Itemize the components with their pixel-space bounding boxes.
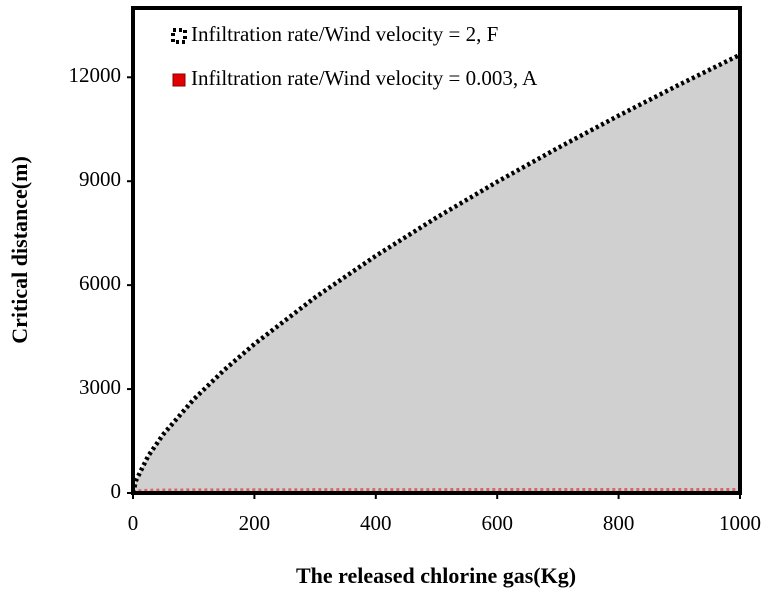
y-tick-label: 0 <box>111 479 122 503</box>
area-fill <box>133 54 740 494</box>
legend-label: Infiltration rate/Wind velocity = 2, F <box>191 22 498 46</box>
plot-frame <box>131 6 742 495</box>
series-line <box>132 488 740 495</box>
x-tick-label: 800 <box>603 511 635 535</box>
y-tick-label: 9000 <box>79 167 121 191</box>
y-axis-title: Critical distance(m) <box>7 156 32 344</box>
legend-label: Infiltration rate/Wind velocity = 0.003,… <box>191 66 538 90</box>
x-tick-label: 1000 <box>719 511 761 535</box>
y-tick-label: 12000 <box>69 63 122 87</box>
y-tick-label: 6000 <box>79 271 121 295</box>
x-tick-label: 600 <box>481 511 513 535</box>
series-line <box>130 52 741 494</box>
x-tick-label: 200 <box>239 511 271 535</box>
legend-marker <box>172 73 186 87</box>
x-tick-label: 400 <box>360 511 392 535</box>
x-axis-title: The released chlorine gas(Kg) <box>296 563 576 588</box>
x-tick-label: 0 <box>128 511 139 535</box>
y-tick-label: 3000 <box>79 375 121 399</box>
legend-marker <box>171 28 187 44</box>
